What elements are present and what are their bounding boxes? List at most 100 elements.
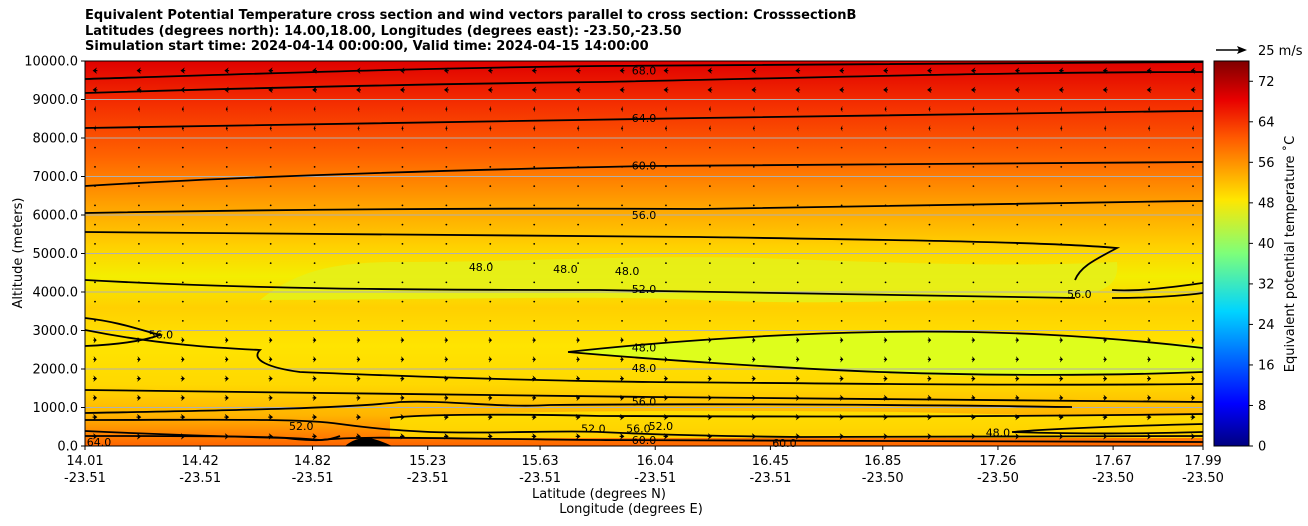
wind-vector-head [533, 105, 536, 113]
wind-vector [401, 223, 404, 226]
wind-vector [533, 204, 536, 207]
contour-label: 60.0 [772, 437, 797, 450]
wind-vector-head [839, 413, 845, 421]
wind-vector [1104, 262, 1107, 265]
wind-vector [884, 223, 887, 226]
wind-vector-head [1103, 375, 1108, 382]
wind-vector-head [840, 125, 843, 132]
wind-vectors [92, 67, 1196, 440]
wind-vector [1060, 319, 1063, 322]
contour-labels: 68.064.060.056.048.0 48.0 48.052.0 56.056.0… [87, 65, 1092, 450]
wind-vector [1104, 165, 1107, 168]
wind-vector-head [664, 394, 669, 402]
wind-vector [269, 262, 272, 265]
wind-vector [1104, 146, 1107, 149]
wind-vector-head [708, 394, 712, 402]
wind-vector [752, 281, 755, 284]
wind-vector [665, 204, 667, 207]
wind-vector [181, 242, 184, 245]
wind-vector [533, 319, 536, 322]
contour-label: 52.0 [632, 283, 657, 296]
wind-vector-head [971, 67, 976, 74]
wind-vector-head [532, 336, 536, 344]
wind-vector [1192, 262, 1194, 265]
wind-vector-head [137, 105, 140, 113]
contour-line-52-left [85, 329, 1203, 386]
wind-vector-head [752, 336, 756, 344]
wind-vector [269, 204, 272, 207]
contour-label: 52.0 [289, 420, 314, 433]
contour-line-64 [85, 110, 1203, 129]
x-tick-label-lat: 15.63 [521, 454, 558, 469]
wind-vector [94, 242, 96, 245]
x-tick-label-lon: -23.51 [749, 471, 791, 486]
wind-vector-head [313, 336, 317, 344]
wind-vector [1148, 281, 1150, 284]
wind-vector [181, 281, 184, 284]
wind-vector [357, 204, 360, 207]
wind-vector-head [181, 336, 185, 344]
wind-vector-head [575, 86, 581, 94]
contour-label: 56.0 [632, 396, 657, 409]
contour-line-56-low [85, 418, 1203, 439]
wind-vector [665, 146, 667, 149]
wind-vector [752, 262, 755, 265]
wind-vector [138, 281, 140, 284]
wind-vector-head [92, 86, 97, 94]
wind-vector-head [883, 86, 888, 94]
wind-vector-head [1059, 394, 1064, 402]
wind-vector-head [708, 336, 712, 344]
wind-vector-head [1102, 67, 1108, 74]
wind-vector-head [927, 433, 932, 440]
colorbar-tick-label: 24 [1258, 318, 1275, 333]
x-tick-label-lon: -23.51 [179, 471, 221, 486]
colorbar-tick-label: 32 [1258, 277, 1275, 292]
wind-vector-head [1103, 433, 1108, 440]
wind-vector [928, 319, 931, 322]
contour-label: 64.0 [632, 112, 657, 125]
wind-vector-head [619, 67, 624, 74]
wind-vector [796, 242, 799, 245]
wind-vector-head [971, 394, 976, 402]
x-tick-label-lat: 15.23 [409, 454, 446, 469]
wind-vector-head [93, 413, 98, 421]
wind-vector-head [224, 433, 230, 440]
wind-vector [313, 262, 316, 265]
wind-vector-head [137, 336, 141, 344]
wind-vector-head [400, 433, 405, 440]
wind-vector [533, 262, 536, 265]
contour-label: 60.0 [632, 160, 657, 173]
wind-vector [884, 165, 887, 168]
wind-vector [94, 223, 96, 226]
wind-vector-head [401, 356, 405, 363]
wind-vector-head [269, 125, 272, 132]
wind-vector-head [487, 86, 493, 94]
wind-vector [972, 242, 975, 245]
contour-lines [85, 61, 1203, 443]
wind-vector-head [576, 375, 581, 382]
wind-vector-head [1146, 67, 1151, 74]
wind-vector [138, 204, 140, 207]
wind-vector [972, 146, 975, 149]
wind-vector-head [269, 375, 273, 382]
wind-vector [708, 262, 711, 265]
wind-vector-head [225, 125, 228, 132]
wind-vector [94, 165, 96, 168]
terrain-bump [345, 437, 392, 446]
wind-vector-head [620, 336, 624, 344]
wind-vector-head [708, 125, 711, 132]
wind-vector-head [357, 356, 361, 363]
wind-vector-head [928, 105, 931, 113]
colorbar-label: Equivalent potential temperature ˚C [1282, 136, 1298, 372]
wind-vector [225, 146, 228, 149]
title-line-1: Equivalent Potential Temperature cross s… [85, 8, 857, 23]
wind-vector [94, 204, 96, 207]
wind-vector [445, 165, 448, 168]
wind-vector-head [269, 356, 273, 363]
wind-vector [94, 281, 96, 284]
wind-vector [445, 319, 448, 322]
wind-vector [445, 281, 448, 284]
wind-vector [313, 300, 316, 303]
wind-vector-head [1103, 413, 1108, 421]
wind-vector-head [796, 105, 799, 113]
